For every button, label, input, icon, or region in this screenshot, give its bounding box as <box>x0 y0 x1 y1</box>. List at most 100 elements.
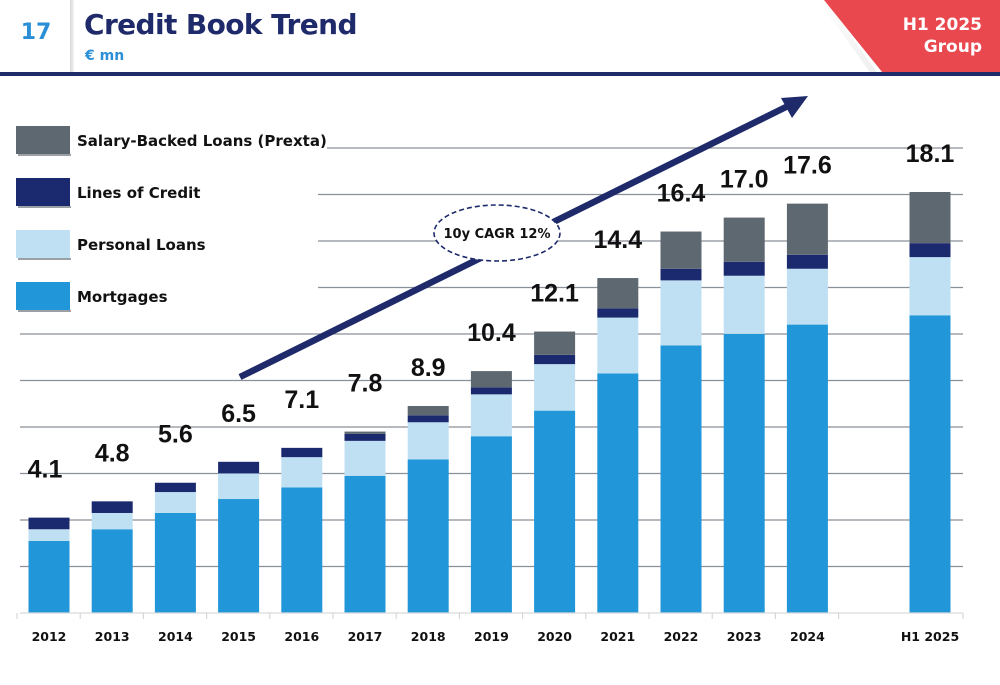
total-value-label: 6.5 <box>221 400 256 428</box>
legend-swatch-shadow <box>18 154 71 156</box>
bar-segment-mortgages <box>218 499 260 613</box>
bar-segment-lines-of-credit <box>660 268 702 281</box>
bar-segment-mortgages <box>786 324 828 613</box>
bar-segment-salary-backed <box>470 371 512 388</box>
bar-stack-2024 <box>786 203 828 613</box>
bar-stack-2019 <box>470 371 512 613</box>
bar-segment-salary-backed <box>723 217 765 262</box>
bar-segment-personal-loans <box>534 364 576 411</box>
bar-segment-personal-loans <box>660 280 702 346</box>
bar-segment-personal-loans <box>786 268 828 325</box>
bar-segment-salary-backed <box>534 331 576 355</box>
bar-segment-salary-backed <box>344 431 386 434</box>
total-value-label: 8.9 <box>411 354 446 382</box>
cagr-label: 10y CAGR 12% <box>443 227 550 242</box>
period-line-1: H1 2025 <box>902 15 982 35</box>
bar-stack-h1-2025 <box>909 191 951 613</box>
bar-stack-2017 <box>344 431 386 613</box>
bar-segment-mortgages <box>91 529 133 613</box>
cagr-ellipse <box>433 204 561 262</box>
bar-segment-lines-of-credit <box>91 501 133 513</box>
page-number: 17 <box>20 20 52 45</box>
bar-segment-lines-of-credit <box>534 354 576 365</box>
bar-segment-personal-loans <box>723 275 765 334</box>
bar-segment-personal-loans <box>407 422 449 460</box>
bar-stack-2023 <box>723 217 765 613</box>
bar-segment-lines-of-credit <box>909 243 951 258</box>
bar-segment-lines-of-credit <box>597 308 639 318</box>
bar-segment-mortgages <box>723 333 765 613</box>
bar-segment-salary-backed <box>909 191 951 244</box>
total-value-label: 4.1 <box>28 456 63 484</box>
header-divider <box>70 0 74 72</box>
bar-segment-mortgages <box>660 345 702 613</box>
legend-item: Mortgages <box>16 282 168 312</box>
bar-segment-lines-of-credit <box>281 447 323 458</box>
legend-item: Salary-Backed Loans (Prexta) <box>16 126 327 156</box>
bar-segment-mortgages <box>154 512 196 613</box>
bar-segment-lines-of-credit <box>344 433 386 441</box>
bar-segment-lines-of-credit <box>154 482 196 493</box>
x-tick-label: 2020 <box>537 629 572 644</box>
bars <box>28 191 951 613</box>
bar-segment-lines-of-credit <box>470 387 512 395</box>
bar-segment-personal-loans <box>597 317 639 374</box>
total-value-label: 12.1 <box>530 280 579 308</box>
bar-segment-salary-backed <box>407 405 449 416</box>
total-value-label: 17.6 <box>783 152 832 180</box>
legend-swatch <box>16 230 70 258</box>
total-value-label: 4.8 <box>95 439 130 467</box>
legend-label: Lines of Credit <box>77 184 200 202</box>
bar-stack-2012 <box>28 517 70 613</box>
trend-arrow-head <box>781 96 808 118</box>
bar-stack-2021 <box>597 278 639 613</box>
unit-subtitle: € mn <box>85 48 125 64</box>
x-tick-labels: 2012 2013 2014 2015 2016 2017 2018 2019 2020 2021… <box>32 629 960 644</box>
slide-header: 17 Credit Book Trend € mn H1 2025 Group <box>0 0 1000 76</box>
bar-stack-2015 <box>218 461 260 613</box>
total-value-label: 5.6 <box>158 421 193 449</box>
x-tick-label: 2021 <box>600 629 635 644</box>
bar-segment-mortgages <box>281 487 323 613</box>
bar-segment-lines-of-credit <box>218 461 260 474</box>
bar-segment-personal-loans <box>218 473 260 500</box>
legend-swatch <box>16 282 70 310</box>
bar-segment-salary-backed <box>660 231 702 269</box>
legend-label: Salary-Backed Loans (Prexta) <box>77 132 327 150</box>
legend-item: Personal Loans <box>16 230 206 260</box>
bar-segment-personal-loans <box>281 457 323 488</box>
legend-swatch-shadow <box>18 258 71 260</box>
x-tick-label: 2014 <box>158 629 193 644</box>
total-value-label: 16.4 <box>657 180 706 208</box>
cagr-annotation: 10y CAGR 12% <box>238 96 808 380</box>
legend-swatch-shadow <box>18 310 71 312</box>
bar-segment-salary-backed <box>786 203 828 255</box>
x-tick-label: 2012 <box>32 629 67 644</box>
x-tick-label: 2017 <box>348 629 383 644</box>
x-tick-label: 2024 <box>790 629 825 644</box>
bar-segment-mortgages <box>344 475 386 613</box>
bar-stack-2013 <box>91 501 133 613</box>
legend: Salary-Backed Loans (Prexta) Lines of Cre… <box>16 126 327 312</box>
bar-stack-2016 <box>281 447 323 613</box>
bar-segment-mortgages <box>597 373 639 613</box>
x-tick-label: 2018 <box>411 629 446 644</box>
bar-segment-lines-of-credit <box>28 517 70 530</box>
legend-label: Personal Loans <box>77 236 206 254</box>
legend-item: Lines of Credit <box>16 178 200 208</box>
bar-segment-personal-loans <box>91 512 133 530</box>
legend-swatch <box>16 126 70 154</box>
bar-segment-mortgages <box>470 436 512 613</box>
page-title: Credit Book Trend <box>84 8 358 41</box>
bar-stack-2018 <box>407 405 449 613</box>
total-labels: 4.1 4.8 5.6 6.5 7.1 7.8 8.9 10.4 12.1 14.4 16.4 17.… <box>28 140 955 484</box>
total-value-label: 17.0 <box>720 166 769 194</box>
x-axis <box>16 612 964 619</box>
bar-segment-personal-loans <box>909 257 951 316</box>
x-tick-label: 2015 <box>221 629 256 644</box>
bar-stack-2014 <box>154 482 196 613</box>
total-value-label: 18.1 <box>906 140 955 168</box>
bar-segment-mortgages <box>407 459 449 613</box>
bar-segment-lines-of-credit <box>786 254 828 269</box>
bar-segment-personal-loans <box>470 394 512 437</box>
